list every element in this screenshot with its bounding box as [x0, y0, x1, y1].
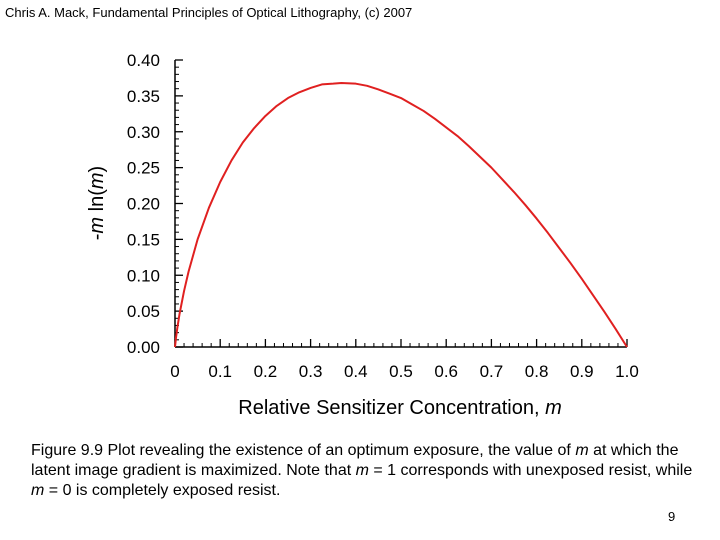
header-citation: Chris A. Mack, Fundamental Principles of…	[5, 5, 413, 20]
x-tick-label: 0.5	[389, 362, 413, 381]
line-chart: 0 0.1 0.2 0.3 0.4 0.5 0.6 0.7 0.8 0.9 1.0 0.00 0.05…	[86, 51, 639, 419]
y-axis-title-suffix: )	[86, 166, 108, 173]
page-number: 9	[668, 509, 676, 524]
y-axis-title-var1: m	[86, 217, 108, 234]
axis-ticks	[174, 59, 628, 348]
y-tick-label: 0.00	[127, 338, 160, 357]
figure-caption: Figure 9.9 Plot revealing the existence …	[31, 441, 701, 501]
x-tick-label: 0	[170, 362, 179, 381]
y-tick-label: 0.15	[127, 230, 160, 249]
x-tick-label: 0.7	[480, 362, 504, 381]
caption-part3: = 1 corresponds with unexposed resist, w…	[368, 462, 693, 479]
x-axis-title-text: Relative Sensitizer Concentration,	[238, 397, 545, 419]
y-tick-label: 0.05	[127, 302, 160, 321]
series-line	[174, 81, 628, 348]
y-axis-title-var2: m	[86, 172, 108, 189]
y-axis-title-mid: ln(	[86, 189, 108, 217]
x-tick-label: 0.3	[299, 362, 323, 381]
y-tick-label: 0.40	[127, 51, 160, 70]
y-tick-label: 0.25	[127, 159, 160, 178]
x-tick-label: 0.2	[254, 362, 278, 381]
x-tick-label: 0.8	[525, 362, 549, 381]
x-tick-label: 0.4	[344, 362, 368, 381]
x-tick-label: 1.0	[615, 362, 639, 381]
caption-m3: m	[31, 482, 45, 499]
y-tick-label: 0.10	[127, 266, 160, 285]
x-tick-label: 0.9	[570, 362, 594, 381]
y-tick-label: 0.35	[127, 87, 160, 106]
plot-frame	[174, 60, 627, 348]
y-axis-title: -m ln(m)	[86, 166, 108, 240]
y-tick-label: 0.30	[127, 123, 160, 142]
series-layer	[174, 81, 628, 348]
caption-part4: = 0 is completely exposed resist.	[44, 482, 281, 499]
y-tick-label: 0.20	[127, 195, 160, 214]
x-tick-label: 0.6	[434, 362, 458, 381]
x-tick-label: 0.1	[208, 362, 232, 381]
caption-part1: Figure 9.9 Plot revealing the existence …	[31, 442, 576, 459]
y-axis-title-prefix: -	[86, 234, 108, 241]
caption-part2: at which the latent image gradient is ma…	[31, 442, 679, 479]
x-tick-labels: 0 0.1 0.2 0.3 0.4 0.5 0.6 0.7 0.8 0.9 1.0	[170, 362, 639, 381]
x-axis-title-variable: m	[545, 397, 562, 419]
caption-m2: m	[355, 462, 369, 479]
caption-m1: m	[575, 442, 589, 459]
x-axis-title: Relative Sensitizer Concentration, m	[238, 397, 562, 419]
y-tick-labels: 0.00 0.05 0.10 0.15 0.20 0.25 0.30 0.35 0.40	[127, 51, 160, 357]
